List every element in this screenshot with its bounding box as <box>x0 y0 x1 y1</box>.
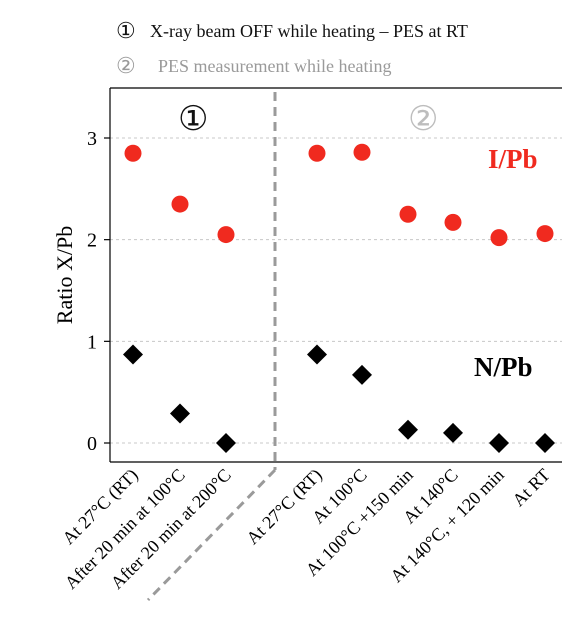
i-pb-point <box>308 144 326 162</box>
i-pb-point <box>124 144 142 162</box>
n-pb-point <box>170 403 190 424</box>
legend: ① X-ray beam OFF while heating – PES at … <box>116 18 468 78</box>
i-pb-point <box>490 229 508 247</box>
plot-frame <box>109 87 562 463</box>
i-pb-point <box>444 213 462 231</box>
legend-marker-1: ① <box>116 18 136 43</box>
n-pb-point <box>398 419 418 440</box>
y-tick-label: 3 <box>87 128 97 150</box>
y-ticks: 0 1 2 3 <box>87 128 110 455</box>
series-label-i-pb: I/Pb <box>488 144 538 174</box>
y-tick-label: 0 <box>87 433 97 455</box>
n-pb-point <box>216 433 236 453</box>
legend-marker-2: ② <box>116 53 136 78</box>
panel-marker-left: ① <box>178 101 208 138</box>
n-pb-point <box>307 344 327 365</box>
x-tick-label: At RT <box>508 465 554 511</box>
n-pb-point <box>535 433 555 453</box>
i-pb-point <box>217 226 235 244</box>
n-pb-point <box>123 344 143 365</box>
legend-text-1: X-ray beam OFF while heating – PES at RT <box>150 21 468 41</box>
series-label-n-pb: N/Pb <box>474 352 533 382</box>
y-tick-label: 2 <box>87 230 97 252</box>
n-pb-point <box>489 433 509 453</box>
y-tick-label: 1 <box>87 331 97 353</box>
y-axis-label: Ratio X/Pb <box>52 226 77 324</box>
grid <box>110 137 562 444</box>
n-pb-point <box>443 422 463 443</box>
i-pb-point <box>536 225 554 243</box>
legend-text-2: PES measurement while heating <box>158 56 391 76</box>
data-marks <box>123 143 555 453</box>
n-pb-point <box>352 364 372 385</box>
panel-divider-extension <box>146 468 277 602</box>
i-pb-point <box>399 205 417 223</box>
i-pb-point <box>353 143 371 161</box>
panel-marker-right: ② <box>408 101 438 138</box>
i-pb-point <box>171 195 189 213</box>
